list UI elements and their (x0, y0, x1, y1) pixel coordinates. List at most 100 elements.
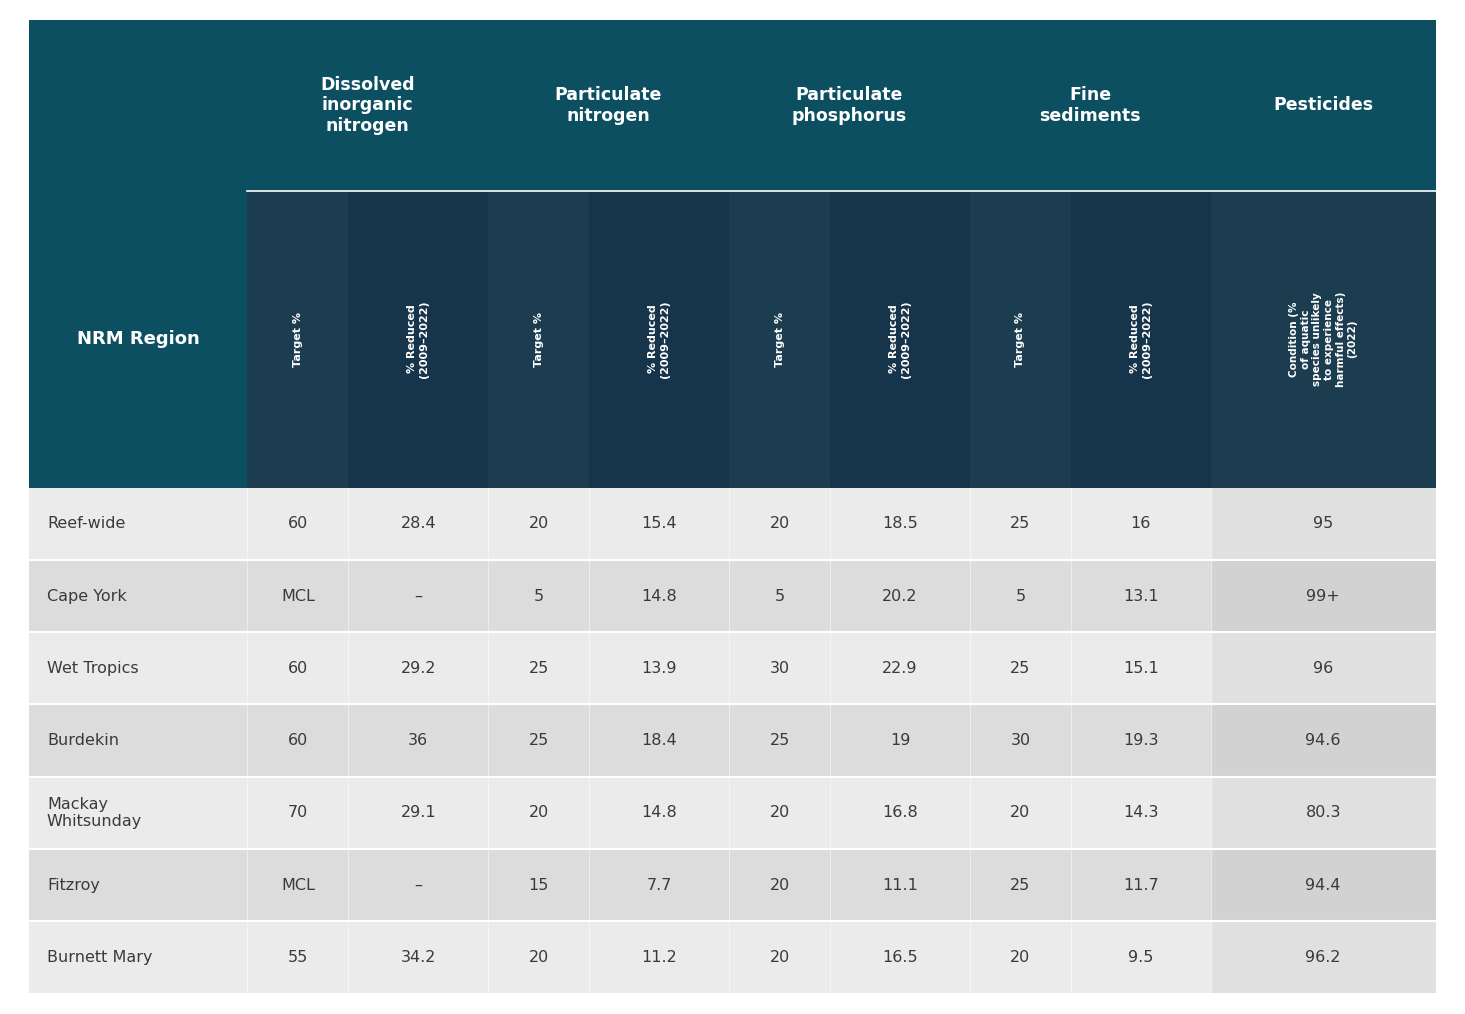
Text: Cape York: Cape York (47, 588, 126, 603)
Bar (1210, 560, 1436, 632)
Text: 20: 20 (769, 950, 790, 965)
Bar (29, 777, 1436, 849)
Bar (29, 191, 248, 488)
Bar (1210, 777, 1436, 849)
Text: 16: 16 (1131, 516, 1151, 531)
Text: 30: 30 (769, 661, 790, 675)
Bar (589, 191, 730, 488)
Bar (29, 632, 1436, 705)
Text: 25: 25 (1011, 661, 1030, 675)
Text: –: – (415, 588, 422, 603)
Bar (488, 191, 589, 488)
Text: 60: 60 (287, 661, 308, 675)
Bar (1210, 191, 1436, 488)
Bar (29, 488, 1436, 560)
Text: Target %: Target % (293, 311, 303, 367)
Text: Condition (%
of aquatic
species unlikely
to experience
harmful effects)
(2022): Condition (% of aquatic species unlikely… (1289, 291, 1357, 386)
Text: Dissolved
inorganic
nitrogen: Dissolved inorganic nitrogen (321, 76, 415, 135)
Text: 25: 25 (1011, 516, 1030, 531)
Bar (29, 705, 1436, 777)
Text: 29.2: 29.2 (400, 661, 437, 675)
Text: Burnett Mary: Burnett Mary (47, 950, 152, 965)
Bar (1210, 849, 1436, 922)
Text: 25: 25 (529, 661, 549, 675)
Text: 22.9: 22.9 (882, 661, 917, 675)
Text: 55: 55 (287, 950, 308, 965)
Text: 20: 20 (529, 516, 549, 531)
Bar (970, 191, 1071, 488)
Bar (730, 191, 831, 488)
Bar (29, 560, 1436, 632)
Text: 96: 96 (1313, 661, 1333, 675)
Bar (1210, 705, 1436, 777)
Text: 60: 60 (287, 733, 308, 748)
Text: Particulate
nitrogen: Particulate nitrogen (555, 86, 662, 125)
Text: 5: 5 (533, 588, 544, 603)
Text: 29.1: 29.1 (400, 805, 437, 820)
Text: 99+: 99+ (1307, 588, 1340, 603)
Text: Reef-wide: Reef-wide (47, 516, 125, 531)
Text: 13.9: 13.9 (642, 661, 677, 675)
Text: 15.4: 15.4 (642, 516, 677, 531)
Text: 36: 36 (409, 733, 428, 748)
Text: 20: 20 (769, 805, 790, 820)
Text: 96.2: 96.2 (1305, 950, 1340, 965)
Text: 13.1: 13.1 (1124, 588, 1159, 603)
Text: Target %: Target % (775, 311, 785, 367)
Text: MCL: MCL (281, 588, 315, 603)
Text: 20: 20 (769, 516, 790, 531)
Text: Wet Tropics: Wet Tropics (47, 661, 139, 675)
Bar (248, 191, 349, 488)
Bar (1210, 922, 1436, 994)
Text: 60: 60 (287, 516, 308, 531)
Text: Particulate
phosphorus: Particulate phosphorus (791, 86, 907, 125)
Text: 20: 20 (529, 805, 549, 820)
Bar (1071, 191, 1210, 488)
Text: 20: 20 (1011, 805, 1030, 820)
Text: 19.3: 19.3 (1124, 733, 1159, 748)
Text: 16.5: 16.5 (882, 950, 917, 965)
Text: 25: 25 (769, 733, 790, 748)
Text: 94.4: 94.4 (1305, 878, 1340, 892)
Text: % Reduced
(2009–2022): % Reduced (2009–2022) (407, 300, 429, 378)
Text: 19: 19 (889, 733, 910, 748)
Text: 28.4: 28.4 (400, 516, 437, 531)
Text: Burdekin: Burdekin (47, 733, 119, 748)
Text: 70: 70 (287, 805, 308, 820)
Text: 11.2: 11.2 (642, 950, 677, 965)
Text: 11.7: 11.7 (1124, 878, 1159, 892)
Text: Target %: Target % (1015, 311, 1026, 367)
Text: % Reduced
(2009–2022): % Reduced (2009–2022) (649, 300, 670, 378)
Bar (29, 922, 1436, 994)
Text: 34.2: 34.2 (400, 950, 437, 965)
Bar (1210, 632, 1436, 705)
Text: 15.1: 15.1 (1124, 661, 1159, 675)
Text: % Reduced
(2009–2022): % Reduced (2009–2022) (1130, 300, 1151, 378)
Bar (29, 849, 1436, 922)
Text: 25: 25 (529, 733, 549, 748)
Text: 5: 5 (1015, 588, 1026, 603)
Text: 11.1: 11.1 (882, 878, 919, 892)
Text: Target %: Target % (533, 311, 544, 367)
Text: 18.4: 18.4 (642, 733, 677, 748)
Text: 20: 20 (529, 950, 549, 965)
Text: Mackay
Whitsunday: Mackay Whitsunday (47, 797, 142, 829)
Text: 16.8: 16.8 (882, 805, 919, 820)
Text: MCL: MCL (281, 878, 315, 892)
Text: 14.8: 14.8 (642, 588, 677, 603)
Text: 25: 25 (1011, 878, 1030, 892)
Text: 9.5: 9.5 (1128, 950, 1153, 965)
Text: 14.8: 14.8 (642, 805, 677, 820)
Text: 30: 30 (1011, 733, 1030, 748)
Text: Fine
sediments: Fine sediments (1040, 86, 1141, 125)
Text: % Reduced
(2009–2022): % Reduced (2009–2022) (889, 300, 911, 378)
Text: –: – (415, 878, 422, 892)
Text: 20: 20 (769, 878, 790, 892)
Text: 15: 15 (529, 878, 549, 892)
Bar (831, 191, 970, 488)
Text: 80.3: 80.3 (1305, 805, 1340, 820)
Text: 18.5: 18.5 (882, 516, 919, 531)
Bar (349, 191, 488, 488)
Text: 7.7: 7.7 (646, 878, 672, 892)
Text: Fitzroy: Fitzroy (47, 878, 100, 892)
